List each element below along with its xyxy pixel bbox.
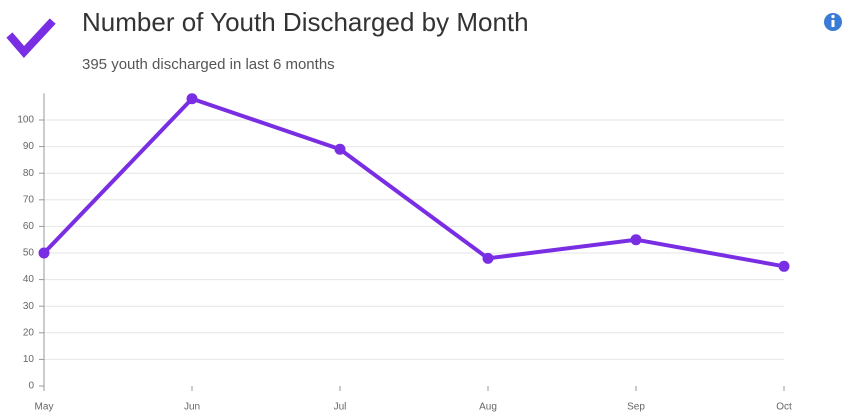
y-tick-label: 80 [23, 168, 35, 179]
y-tick-label: 0 [28, 381, 34, 392]
x-tick-label: Aug [479, 402, 497, 413]
check-icon [6, 18, 56, 59]
chart-title: Number of Youth Discharged by Month [82, 7, 529, 37]
y-tick-label: 30 [23, 301, 35, 312]
point [482, 252, 494, 264]
y-tick-label: 90 [23, 141, 35, 152]
y-tick-label: 70 [23, 194, 35, 205]
y-tick-label: 60 [23, 221, 35, 232]
y-tick-label: 100 [17, 115, 34, 126]
info-stem[interactable] [831, 20, 835, 27]
point [38, 247, 50, 259]
chart-subtitle: 395 youth discharged in last 6 months [82, 56, 335, 73]
point [778, 260, 790, 272]
y-tick-label: 40 [23, 274, 35, 285]
x-tick-label: Oct [776, 402, 792, 413]
point [630, 234, 642, 246]
y-tick-label: 20 [23, 327, 35, 338]
point [186, 93, 198, 105]
info-dot[interactable] [831, 14, 835, 19]
x-tick-label: Jun [184, 402, 200, 413]
x-tick-label: Jul [334, 402, 347, 413]
y-tick-label: 50 [23, 248, 35, 259]
x-tick-label: May [35, 402, 54, 413]
point [334, 143, 346, 155]
info-icon[interactable] [824, 13, 842, 31]
x-tick-label: Sep [627, 402, 645, 413]
series-line [42, 96, 785, 269]
y-tick-label: 10 [23, 354, 35, 365]
